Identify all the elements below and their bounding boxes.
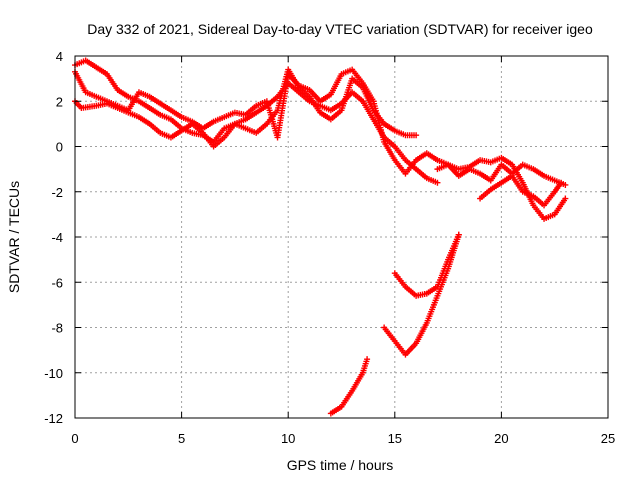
- data-point: [364, 356, 371, 363]
- data-markers: [72, 57, 569, 417]
- series-track-c: [72, 66, 569, 222]
- y-tick-label: -4: [51, 230, 63, 245]
- data-point: [455, 231, 462, 238]
- data-point: [562, 181, 569, 188]
- series-track-e: [477, 172, 565, 209]
- series-track-d: [434, 161, 569, 188]
- x-tick-label: 10: [281, 431, 295, 446]
- x-axis-label: GPS time / hours: [287, 457, 394, 473]
- series-track-f: [327, 356, 371, 417]
- y-axis-label: SDTVAR / TECUs: [6, 181, 22, 293]
- x-tick-label: 25: [601, 431, 615, 446]
- data-point: [558, 179, 565, 186]
- y-tick-label: -2: [51, 185, 63, 200]
- data-point: [562, 195, 569, 202]
- y-tick-label: -10: [44, 366, 63, 381]
- x-tick-label: 15: [388, 431, 402, 446]
- y-tick-label: 4: [56, 49, 63, 64]
- y-tick-label: 2: [56, 94, 63, 109]
- x-tick-label: 5: [178, 431, 185, 446]
- y-tick-label: -8: [51, 321, 63, 336]
- x-tick-label: 20: [494, 431, 508, 446]
- y-tick-label: -6: [51, 275, 63, 290]
- series-track-h: [391, 231, 462, 299]
- y-tick-label: 0: [56, 140, 63, 155]
- y-tick-label: -12: [44, 411, 63, 426]
- chart-title: Day 332 of 2021, Sidereal Day-to-day VTE…: [87, 21, 593, 37]
- data-point: [413, 132, 420, 139]
- x-tick-label: 0: [71, 431, 78, 446]
- data-point: [434, 179, 441, 186]
